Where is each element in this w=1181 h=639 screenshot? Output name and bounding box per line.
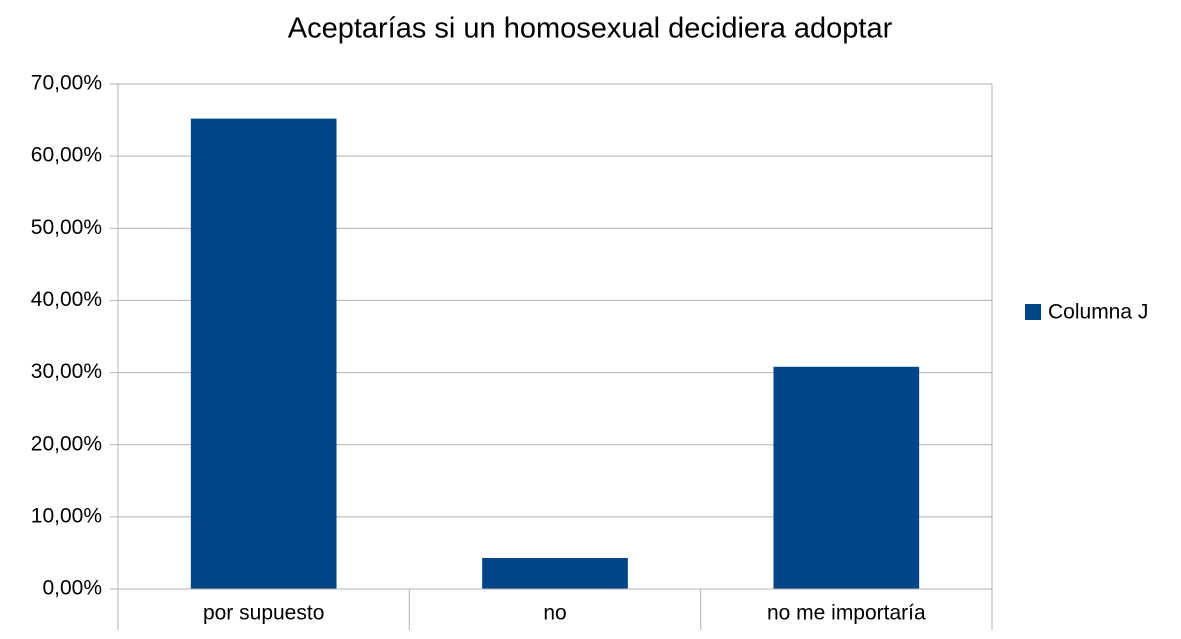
x-tick-label: no me importaría [767,602,926,625]
y-tick-label: 0,00% [42,577,102,600]
y-tick-label: 30,00% [31,360,102,383]
y-tick-label: 10,00% [31,504,102,527]
legend-swatch [1025,304,1041,320]
y-tick-label: 60,00% [31,144,102,167]
y-tick-label: 20,00% [31,432,102,455]
x-tick-label: no [543,602,566,625]
bar [773,366,920,589]
legend-label: Columna J [1048,301,1148,324]
bar [190,118,337,589]
chart-title: Aceptarías si un homosexual decidiera ad… [288,13,893,45]
y-tick-label: 70,00% [31,72,102,95]
bar [482,557,628,589]
y-tick-label: 40,00% [31,288,102,311]
x-tick-label: por supuesto [203,602,324,625]
y-tick-label: 50,00% [31,216,102,239]
